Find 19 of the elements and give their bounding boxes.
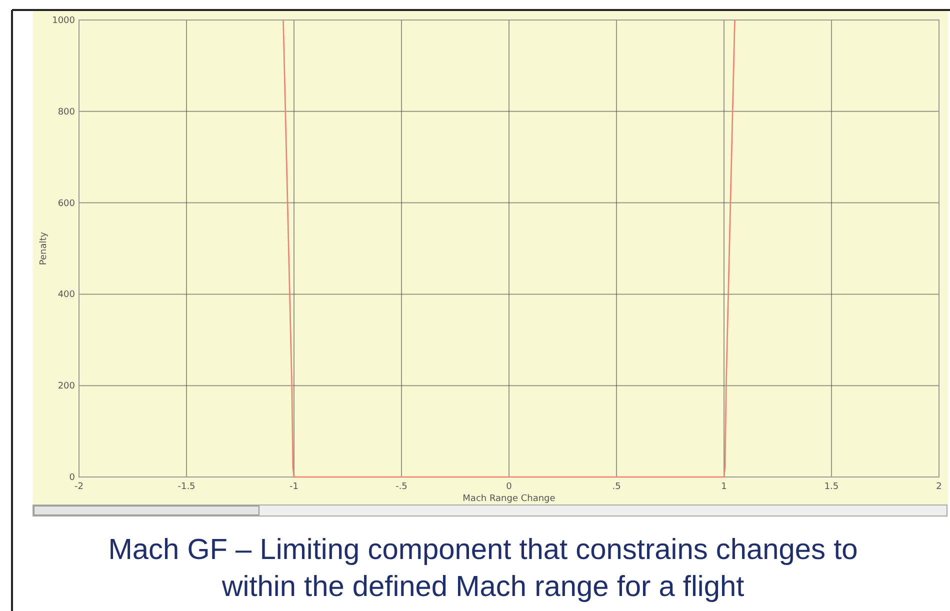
x-tick-label: -1 (290, 482, 298, 492)
x-tick-label: -2 (74, 482, 84, 492)
y-tick-label: 1000 (52, 16, 76, 26)
line-series (282, 19, 736, 478)
x-tick-label: -1.5 (178, 482, 196, 492)
y-tick-label: 800 (58, 107, 76, 118)
y-tick-label: 400 (58, 290, 76, 300)
y-tick-label: 600 (58, 198, 76, 209)
x-tick-label: 0 (506, 482, 512, 492)
y-tick-label: 0 (69, 473, 76, 483)
y-axis-title: Penalty (39, 231, 49, 266)
y-tick-label: 200 (58, 382, 76, 392)
x-tick-label: 2 (936, 482, 942, 492)
x-axis-title: Mach Range Change (462, 494, 556, 504)
x-tick-label: -.5 (396, 482, 408, 492)
x-tick-label: 1 (721, 482, 727, 492)
x-tick-label: .5 (612, 482, 621, 492)
text: Mach GF – Limiting component that constrains changes to within the defined Mach range for a flight (108, 534, 858, 603)
x-tick-label: 1.5 (824, 482, 839, 492)
